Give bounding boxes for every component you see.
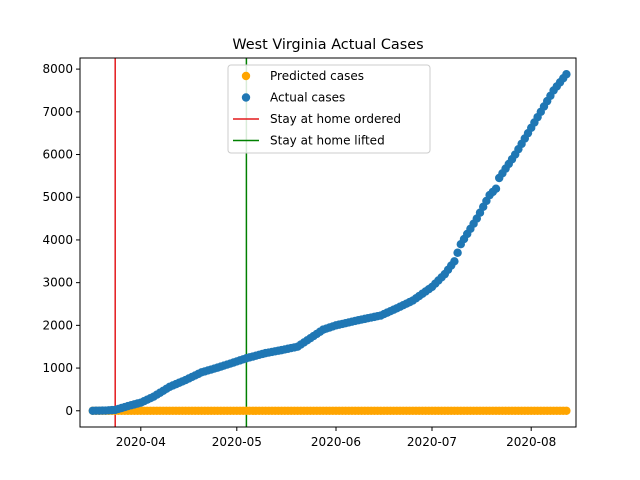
y-tick-label: 2000 — [42, 318, 73, 332]
y-tick-label: 5000 — [42, 190, 73, 204]
x-tick-label: 2020-08 — [506, 435, 556, 449]
y-tick-label: 7000 — [42, 105, 73, 119]
y-tick-label: 3000 — [42, 276, 73, 290]
chart-title: West Virginia Actual Cases — [232, 37, 423, 53]
legend-marker — [241, 71, 251, 81]
x-tick-label: 2020-04 — [116, 435, 166, 449]
y-tick-label: 1000 — [42, 361, 73, 375]
legend-label: Stay at home ordered — [270, 112, 401, 126]
x-tick-label: 2020-06 — [311, 435, 361, 449]
actual-point — [562, 70, 571, 79]
y-tick-label: 0 — [65, 404, 73, 418]
legend: Predicted cases Actual cases Stay at home … — [227, 64, 431, 154]
x-tick-label: 2020-05 — [212, 435, 262, 449]
predicted-point — [562, 406, 571, 415]
legend-marker — [241, 93, 251, 102]
legend-label: Actual cases — [270, 91, 345, 105]
legend-label: Stay at home lifted — [270, 134, 385, 148]
legend-box — [227, 64, 431, 154]
plot-frame — [79, 57, 577, 428]
y-tick-label: 6000 — [42, 148, 73, 162]
y-tick-label: 4000 — [42, 233, 73, 247]
legend-label: Predicted cases — [270, 69, 364, 83]
actual-point — [453, 248, 462, 257]
x-tick-label: 2020-07 — [407, 435, 457, 449]
y-tick-label: 8000 — [42, 62, 73, 76]
actual-point — [491, 184, 501, 193]
actual-point — [450, 257, 459, 266]
